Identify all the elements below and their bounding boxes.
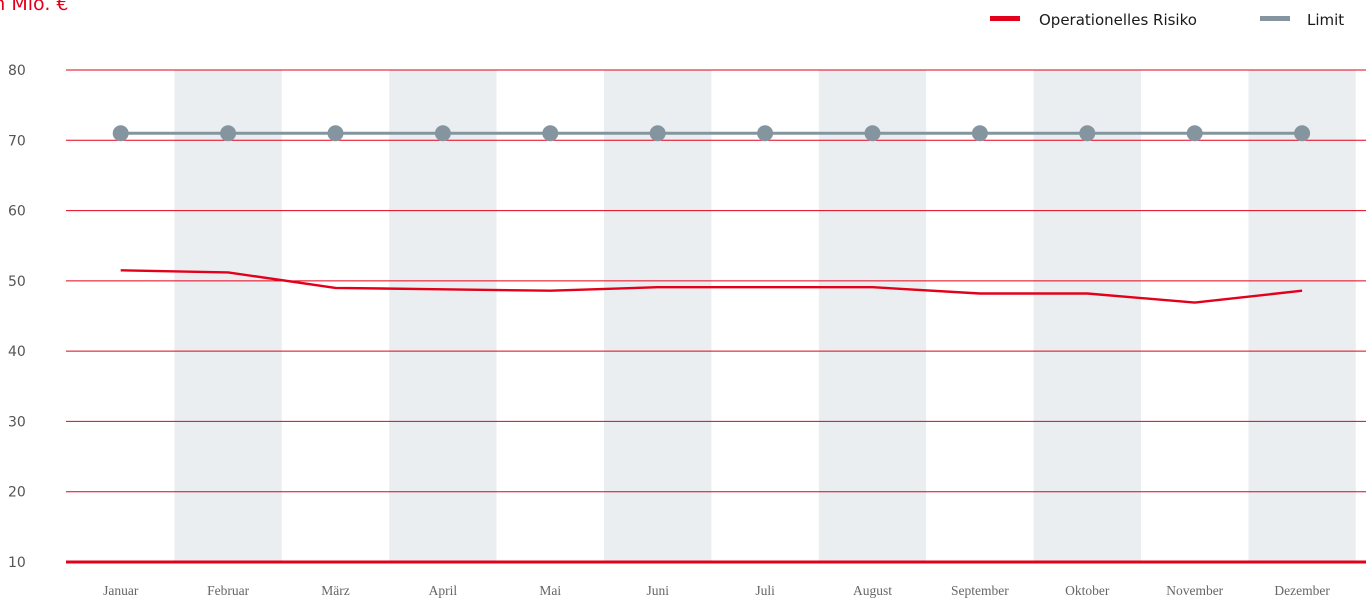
line-operationelles-risiko <box>120 269 1303 304</box>
point-limit-september <box>971 125 988 142</box>
y-gridlines <box>66 69 1366 564</box>
y-tick-30: 30 <box>8 414 26 430</box>
point-limit-august <box>864 125 881 142</box>
x-tick-august: August <box>853 583 892 598</box>
x-tick-dezember: Dezember <box>1274 583 1330 598</box>
point-limit-dezember <box>1294 125 1311 142</box>
point-limit-oktober <box>1079 125 1096 142</box>
band-juni <box>604 70 712 562</box>
legend-label-limit: Limit <box>1307 11 1344 29</box>
y-tick-70: 70 <box>8 133 26 149</box>
x-axis-ticks: Januar Februar März April Mai Juni Juli August S… <box>103 583 1330 598</box>
x-tick-januar: Januar <box>103 583 139 598</box>
y-tick-60: 60 <box>8 204 26 220</box>
x-tick-mai: Mai <box>539 583 561 598</box>
y-tick-40: 40 <box>8 344 26 360</box>
point-limit-maerz <box>327 125 344 142</box>
point-limit-april <box>434 125 451 142</box>
series-limit <box>112 125 1311 142</box>
y-tick-20: 20 <box>8 485 26 501</box>
x-tick-september: September <box>951 583 1009 598</box>
legend-swatch-operationelles-risiko <box>990 16 1020 21</box>
band-februar <box>174 70 282 562</box>
point-limit-januar <box>112 125 129 142</box>
x-tick-juni: Juni <box>646 583 669 598</box>
y-tick-80: 80 <box>8 63 26 79</box>
unit-label: in Mio. € <box>0 0 69 15</box>
point-limit-november <box>1186 125 1203 142</box>
legend-label-operationelles-risiko: Operationelles Risiko <box>1039 11 1197 29</box>
legend-swatch-limit <box>1260 16 1290 21</box>
point-limit-juni <box>649 125 666 142</box>
x-tick-februar: Februar <box>207 583 249 598</box>
y-tick-10: 10 <box>8 555 26 571</box>
point-limit-juli <box>757 125 774 142</box>
x-tick-oktober: Oktober <box>1065 583 1110 598</box>
band-oktober <box>1033 70 1141 562</box>
x-tick-maerz: März <box>321 583 349 598</box>
series-operationelles-risiko <box>120 269 1303 304</box>
y-axis-ticks: 10 20 30 40 50 60 70 80 <box>8 63 26 571</box>
band-april <box>389 70 497 562</box>
x-tick-juli: Juli <box>755 583 775 598</box>
point-limit-februar <box>220 125 237 142</box>
band-august <box>818 70 927 562</box>
x-tick-november: November <box>1166 583 1223 598</box>
legend: Operationelles Risiko Limit <box>990 11 1344 29</box>
month-bands <box>174 70 1356 562</box>
band-dezember <box>1248 70 1356 562</box>
point-limit-mai <box>542 125 559 142</box>
x-tick-april: April <box>429 583 458 598</box>
y-tick-50: 50 <box>8 274 26 290</box>
series-layer <box>112 125 1311 304</box>
